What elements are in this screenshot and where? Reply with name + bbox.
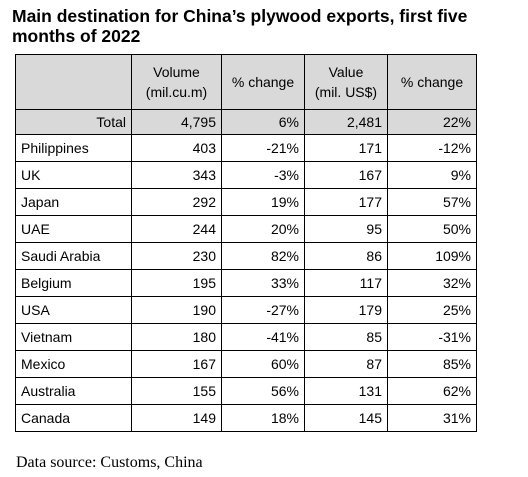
cell-value-change: 31% bbox=[387, 404, 477, 432]
cell-country: Belgium bbox=[15, 269, 132, 297]
cell-country: Canada bbox=[15, 404, 132, 432]
total-row: Total 4,795 6% 2,481 22% bbox=[15, 109, 477, 135]
cell-value: 177 bbox=[304, 188, 388, 216]
cell-country: Saudi Arabia bbox=[15, 242, 132, 270]
cell-volume-change: 18% bbox=[221, 404, 305, 432]
header-value: Value (mil. US$) bbox=[304, 54, 388, 110]
cell-value: 95 bbox=[304, 215, 388, 243]
table-row: Vietnam 180 -41% 85 -31% bbox=[15, 323, 477, 351]
cell-volume: 343 bbox=[131, 161, 222, 189]
cell-country: USA bbox=[15, 296, 132, 324]
table-row: Japan 292 19% 177 57% bbox=[15, 188, 477, 216]
cell-volume-change: 33% bbox=[221, 269, 305, 297]
cell-volume-change: -41% bbox=[221, 323, 305, 351]
total-value-change: 22% bbox=[387, 109, 477, 135]
cell-volume: 149 bbox=[131, 404, 222, 432]
header-volume: Volume (mil.cu.m) bbox=[131, 54, 222, 110]
cell-country: Vietnam bbox=[15, 323, 132, 351]
cell-volume: 292 bbox=[131, 188, 222, 216]
cell-value-change: 62% bbox=[387, 377, 477, 405]
cell-value: 87 bbox=[304, 350, 388, 378]
cell-volume-change: -21% bbox=[221, 134, 305, 162]
cell-value-change: -12% bbox=[387, 134, 477, 162]
cell-volume: 180 bbox=[131, 323, 222, 351]
data-source-note: Data source: Customs, China bbox=[16, 454, 203, 471]
header-country bbox=[15, 54, 132, 110]
cell-volume-change: 56% bbox=[221, 377, 305, 405]
table-row: UK 343 -3% 167 9% bbox=[15, 161, 477, 189]
cell-value-change: -31% bbox=[387, 323, 477, 351]
cell-country: Japan bbox=[15, 188, 132, 216]
cell-volume: 195 bbox=[131, 269, 222, 297]
cell-volume: 155 bbox=[131, 377, 222, 405]
cell-value-change: 109% bbox=[387, 242, 477, 270]
table-row: UAE 244 20% 95 50% bbox=[15, 215, 477, 243]
header-value-label: Value bbox=[328, 64, 364, 80]
cell-value: 131 bbox=[304, 377, 388, 405]
cell-value: 171 bbox=[304, 134, 388, 162]
cell-volume-change: -3% bbox=[221, 161, 305, 189]
cell-value: 179 bbox=[304, 296, 388, 324]
cell-value: 85 bbox=[304, 323, 388, 351]
table-row: Australia 155 56% 131 62% bbox=[15, 377, 477, 405]
cell-value-change: 32% bbox=[387, 269, 477, 297]
table-row: USA 190 -27% 179 25% bbox=[15, 296, 477, 324]
cell-volume: 190 bbox=[131, 296, 222, 324]
cell-volume-change: 20% bbox=[221, 215, 305, 243]
total-value: 2,481 bbox=[304, 109, 388, 135]
table-row: Philippines 403 -21% 171 -12% bbox=[15, 134, 477, 162]
cell-country: UK bbox=[15, 161, 132, 189]
header-volume-change: % change bbox=[221, 54, 305, 110]
cell-country: Australia bbox=[15, 377, 132, 405]
header-volume-unit: (mil.cu.m) bbox=[145, 84, 208, 100]
exports-table: Volume (mil.cu.m) % change Value (mil. U… bbox=[15, 54, 477, 432]
cell-volume: 167 bbox=[131, 350, 222, 378]
cell-volume: 403 bbox=[131, 134, 222, 162]
total-volume-change: 6% bbox=[221, 109, 305, 135]
header-row: Volume (mil.cu.m) % change Value (mil. U… bbox=[15, 54, 477, 110]
cell-volume: 244 bbox=[131, 215, 222, 243]
cell-value: 117 bbox=[304, 269, 388, 297]
table-row: Saudi Arabia 230 82% 86 109% bbox=[15, 242, 477, 270]
cell-value-change: 25% bbox=[387, 296, 477, 324]
header-value-change: % change bbox=[387, 54, 477, 110]
cell-volume: 230 bbox=[131, 242, 222, 270]
cell-value: 145 bbox=[304, 404, 388, 432]
table-row: Mexico 167 60% 87 85% bbox=[15, 350, 477, 378]
cell-country: Mexico bbox=[15, 350, 132, 378]
cell-value: 86 bbox=[304, 242, 388, 270]
cell-value: 167 bbox=[304, 161, 388, 189]
cell-value-change: 9% bbox=[387, 161, 477, 189]
cell-volume-change: 60% bbox=[221, 350, 305, 378]
table-row: Belgium 195 33% 117 32% bbox=[15, 269, 477, 297]
cell-value-change: 85% bbox=[387, 350, 477, 378]
cell-volume-change: -27% bbox=[221, 296, 305, 324]
table-title: Main destination for China’s plywood exp… bbox=[12, 6, 468, 46]
cell-country: UAE bbox=[15, 215, 132, 243]
cell-country: Philippines bbox=[15, 134, 132, 162]
cell-volume-change: 19% bbox=[221, 188, 305, 216]
table-row: Canada 149 18% 145 31% bbox=[15, 404, 477, 432]
cell-value-change: 50% bbox=[387, 215, 477, 243]
cell-volume-change: 82% bbox=[221, 242, 305, 270]
total-label: Total bbox=[15, 109, 132, 135]
total-volume: 4,795 bbox=[131, 109, 222, 135]
header-value-unit: (mil. US$) bbox=[314, 84, 378, 100]
cell-value-change: 57% bbox=[387, 188, 477, 216]
header-volume-label: Volume bbox=[153, 64, 200, 80]
